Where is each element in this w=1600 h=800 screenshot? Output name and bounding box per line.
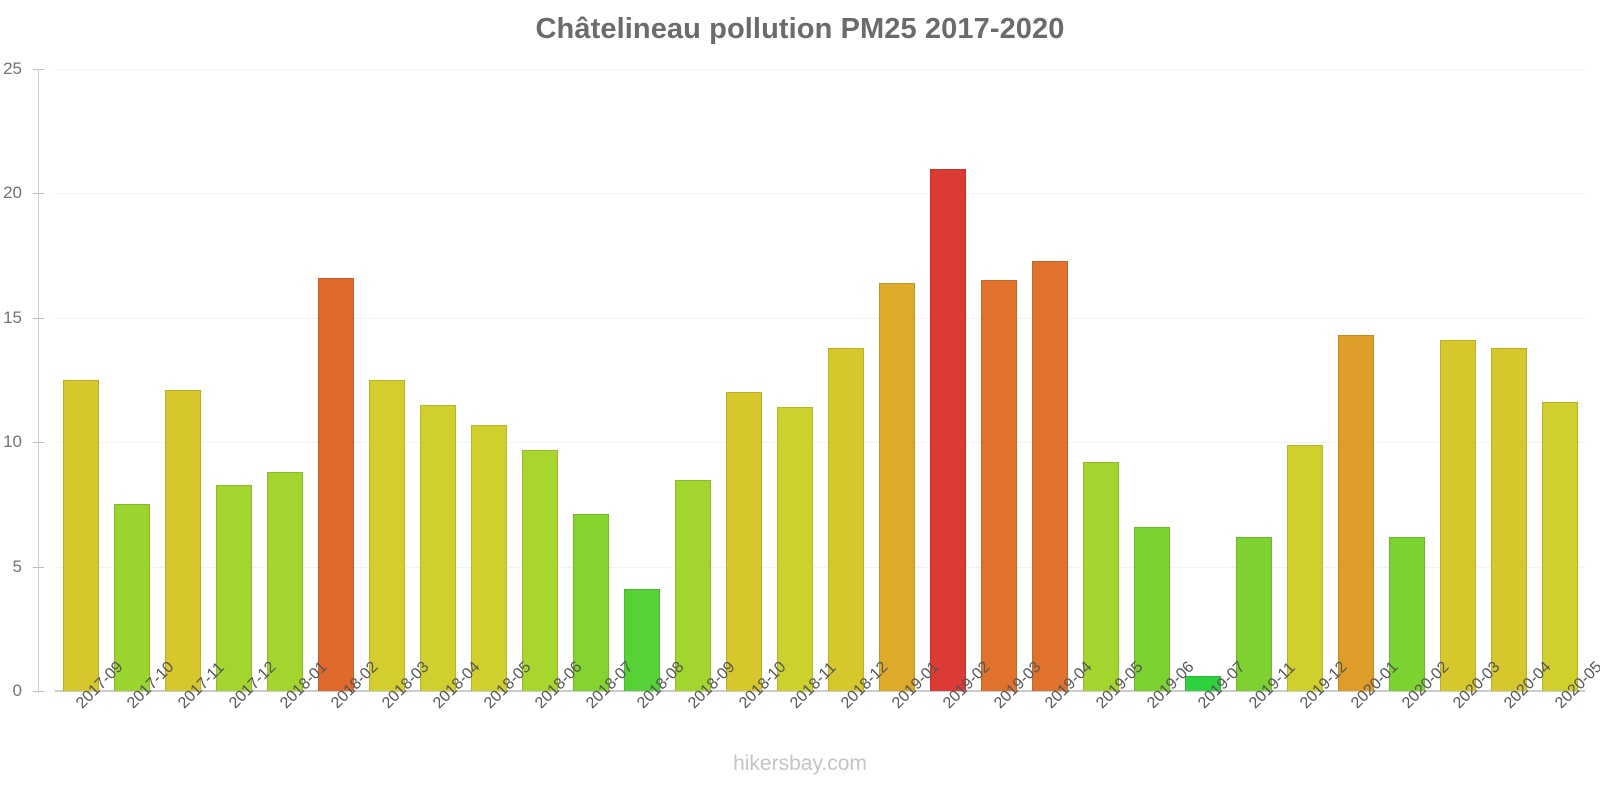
bar[interactable] xyxy=(827,347,864,691)
bar[interactable] xyxy=(419,404,456,691)
bar[interactable] xyxy=(1439,340,1476,691)
bar[interactable] xyxy=(878,282,915,691)
bar[interactable] xyxy=(623,589,660,691)
bar[interactable] xyxy=(1133,526,1170,691)
gridline xyxy=(55,690,1585,692)
watermark: hikersbay.com xyxy=(733,752,867,775)
bar[interactable] xyxy=(62,380,99,691)
plot-area xyxy=(33,69,1585,693)
bar[interactable] xyxy=(113,504,150,691)
y-axis-tick-label: 5 xyxy=(12,556,22,576)
y-axis-tick-label: 15 xyxy=(3,307,22,327)
y-axis-tick-label: 10 xyxy=(3,432,22,452)
bar[interactable] xyxy=(215,484,252,691)
bar[interactable] xyxy=(1031,260,1068,691)
y-axis-line xyxy=(38,69,39,693)
bar[interactable] xyxy=(317,278,354,691)
gridline xyxy=(55,317,1585,319)
bar[interactable] xyxy=(1490,347,1527,691)
bar[interactable] xyxy=(674,479,711,691)
bar[interactable] xyxy=(164,389,201,691)
bar[interactable] xyxy=(1337,335,1374,691)
bar[interactable] xyxy=(1286,444,1323,691)
gridline xyxy=(55,193,1585,195)
bar[interactable] xyxy=(368,380,405,691)
bar[interactable] xyxy=(776,407,813,691)
chart-title: Châtelineau pollution PM25 2017-2020 xyxy=(535,13,1065,45)
gridline xyxy=(55,566,1585,568)
bar[interactable] xyxy=(521,449,558,691)
bar[interactable] xyxy=(725,392,762,691)
bar[interactable] xyxy=(1184,676,1221,691)
bar[interactable] xyxy=(1388,536,1425,691)
bar[interactable] xyxy=(1235,536,1272,691)
y-axis-tick-label: 25 xyxy=(3,59,22,78)
y-axis-tick-label: 20 xyxy=(3,183,22,203)
bar[interactable] xyxy=(572,514,609,691)
bar[interactable] xyxy=(929,168,966,691)
bar[interactable] xyxy=(980,280,1017,691)
gridline xyxy=(55,69,1585,70)
gridline xyxy=(55,442,1585,444)
y-axis-tick-label: 0 xyxy=(12,681,22,700)
bar[interactable] xyxy=(266,472,303,691)
bar[interactable] xyxy=(1082,462,1119,691)
bar[interactable] xyxy=(1541,402,1578,691)
bar[interactable] xyxy=(470,424,507,691)
